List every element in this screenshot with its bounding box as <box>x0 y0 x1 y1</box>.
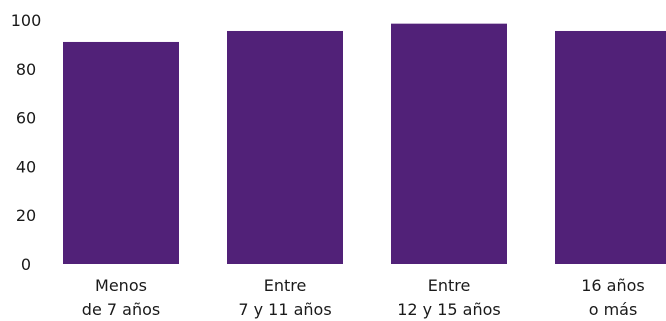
y-tick-label: 80 <box>16 60 36 79</box>
bars-group <box>63 23 666 265</box>
x-category-label: 16 años <box>581 276 645 295</box>
y-tick-label: 20 <box>16 206 36 225</box>
y-tick-label: 40 <box>16 157 36 176</box>
x-category-label: Menos <box>95 276 147 295</box>
x-axis-labels: Menos de 7 años Entre 7 y 11 años Entre 12 y … <box>82 276 645 319</box>
y-tick-label: 0 <box>21 255 31 274</box>
bar <box>227 30 343 265</box>
bar <box>391 23 507 264</box>
x-category-label: o más <box>589 300 638 319</box>
y-tick-label: 60 <box>16 109 36 128</box>
y-tick-label: 100 <box>11 11 42 30</box>
y-axis-ticks: 0 20 40 60 80 100 <box>11 11 42 274</box>
x-category-label: 7 y 11 años <box>238 300 331 319</box>
bar <box>63 41 179 265</box>
x-category-label: 12 y 15 años <box>397 300 501 319</box>
bar <box>555 30 666 265</box>
x-category-label: Entre <box>428 276 471 295</box>
x-category-label: de 7 años <box>82 300 160 319</box>
x-category-label: Entre <box>264 276 307 295</box>
